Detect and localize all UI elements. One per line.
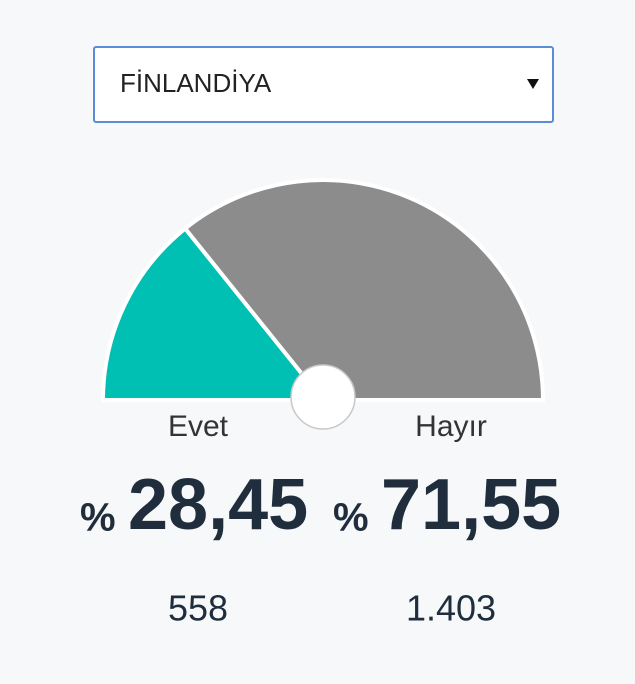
percent-sign: % bbox=[80, 496, 116, 540]
gauge-segment bbox=[100, 225, 328, 402]
select-arrow[interactable] bbox=[527, 79, 539, 89]
percent-value: 28,45 bbox=[128, 465, 308, 545]
vote-count: 1.403 bbox=[406, 588, 496, 629]
category-label: Hayır bbox=[415, 410, 487, 443]
select-value[interactable]: FİNLANDİYA bbox=[120, 68, 272, 98]
gauge-hub bbox=[290, 364, 356, 430]
country-select[interactable]: FİNLANDİYA bbox=[93, 46, 554, 123]
percent-sign: % bbox=[333, 496, 369, 540]
gauge bbox=[100, 178, 546, 402]
gauge-segment bbox=[182, 178, 546, 402]
percent-value: 71,55 bbox=[381, 465, 561, 545]
category-label: Evet bbox=[168, 410, 229, 443]
vote-count: 558 bbox=[168, 588, 228, 629]
select-box[interactable] bbox=[93, 46, 554, 123]
